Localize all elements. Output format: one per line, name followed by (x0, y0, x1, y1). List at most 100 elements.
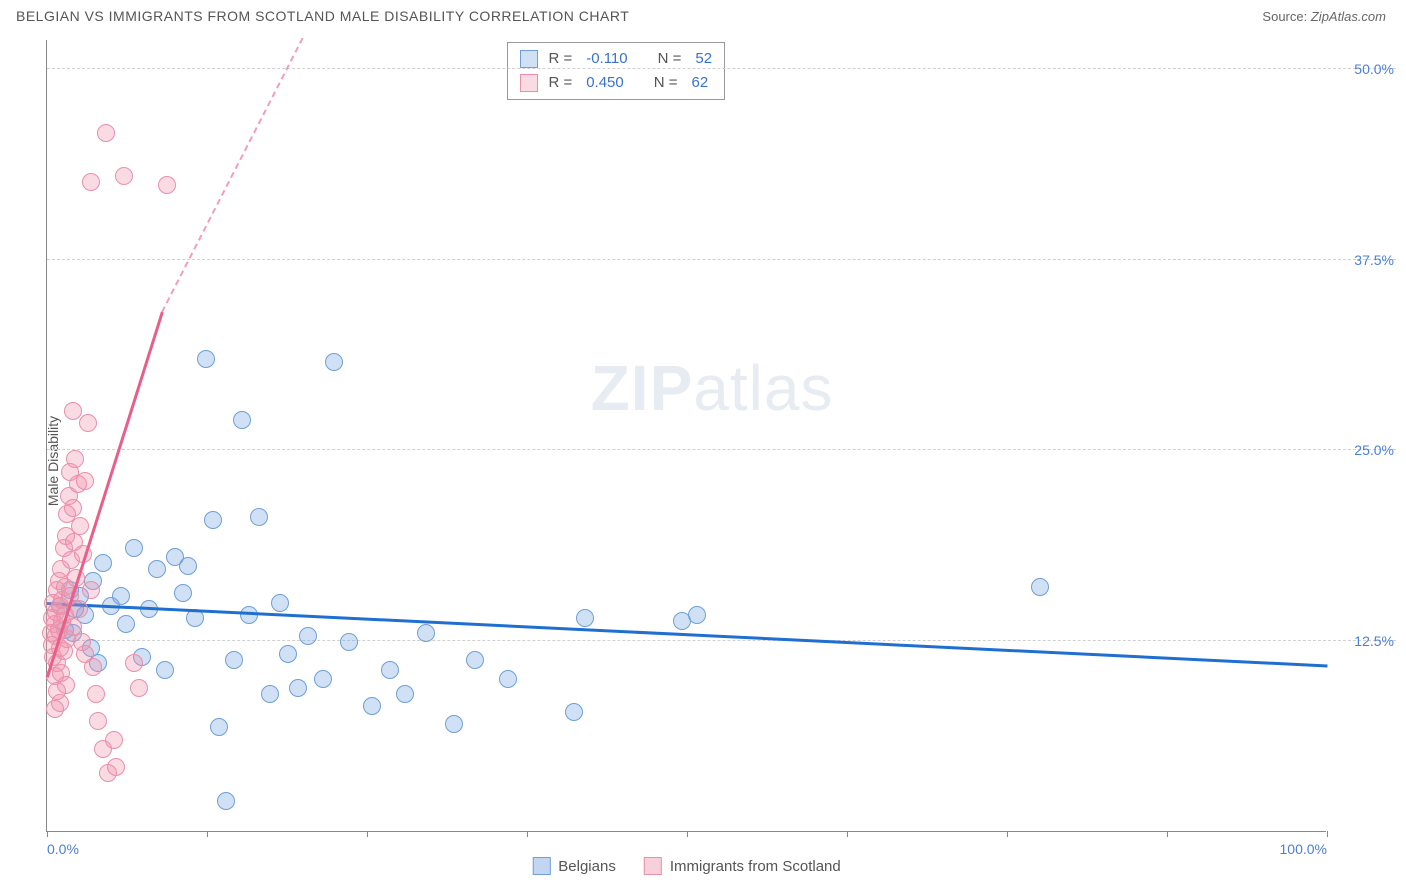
y-tick-label: 25.0% (1334, 442, 1394, 458)
legend-item: Belgians (532, 857, 616, 875)
data-point (87, 685, 105, 703)
data-point (197, 350, 215, 368)
r-label: R = (548, 71, 572, 95)
data-point (417, 624, 435, 642)
data-point (225, 651, 243, 669)
data-point (64, 402, 82, 420)
data-point (499, 670, 517, 688)
data-point (48, 682, 66, 700)
data-point (79, 414, 97, 432)
gridline (47, 68, 1396, 69)
data-point (112, 587, 130, 605)
data-point (73, 633, 91, 651)
legend-swatch (520, 50, 538, 68)
data-point (82, 173, 100, 191)
watermark-zip: ZIP (591, 352, 694, 424)
data-point (240, 606, 258, 624)
data-point (217, 792, 235, 810)
watermark-atlas: atlas (693, 352, 833, 424)
data-point (204, 511, 222, 529)
data-point (148, 560, 166, 578)
data-point (117, 615, 135, 633)
data-point (299, 627, 317, 645)
x-tick (1167, 831, 1168, 837)
n-value: 62 (692, 71, 709, 95)
watermark: ZIPatlas (591, 351, 834, 425)
y-tick-label: 37.5% (1334, 252, 1394, 268)
x-tick-label: 0.0% (47, 841, 79, 857)
x-tick (47, 831, 48, 837)
source-value: ZipAtlas.com (1311, 9, 1386, 24)
n-label: N = (654, 71, 678, 95)
data-point (158, 176, 176, 194)
gridline (47, 640, 1396, 641)
data-point (115, 167, 133, 185)
data-point (396, 685, 414, 703)
x-tick (687, 831, 688, 837)
x-tick (1007, 831, 1008, 837)
stats-row: R =-0.110N =52 (520, 47, 712, 71)
gridline (47, 259, 1396, 260)
data-point (97, 124, 115, 142)
data-point (289, 679, 307, 697)
n-label: N = (658, 47, 682, 71)
data-point (1031, 578, 1049, 596)
data-point (381, 661, 399, 679)
x-tick (367, 831, 368, 837)
legend-item: Immigrants from Scotland (644, 857, 841, 875)
source-label: Source: (1262, 9, 1307, 24)
r-label: R = (548, 47, 572, 71)
r-value: -0.110 (586, 47, 627, 71)
legend-label: Immigrants from Scotland (670, 858, 841, 875)
data-point (94, 554, 112, 572)
legend-swatch (532, 857, 550, 875)
gridline (47, 449, 1396, 450)
data-point (64, 499, 82, 517)
bottom-legend: Belgians Immigrants from Scotland (532, 857, 840, 875)
data-point (314, 670, 332, 688)
data-point (250, 508, 268, 526)
data-point (445, 715, 463, 733)
data-point (107, 758, 125, 776)
data-point (105, 731, 123, 749)
chart-title: BELGIAN VS IMMIGRANTS FROM SCOTLAND MALE… (16, 8, 629, 24)
data-point (271, 594, 289, 612)
trendline-extrapolated (161, 38, 304, 313)
data-point (576, 609, 594, 627)
data-point (279, 645, 297, 663)
data-point (363, 697, 381, 715)
stats-legend-box: R =-0.110N =52R =0.450N =62 (507, 42, 725, 100)
data-point (233, 411, 251, 429)
data-point (76, 472, 94, 490)
data-point (82, 581, 100, 599)
data-point (261, 685, 279, 703)
legend-swatch (644, 857, 662, 875)
x-tick (847, 831, 848, 837)
y-tick-label: 50.0% (1334, 61, 1394, 77)
source: Source: ZipAtlas.com (1262, 9, 1386, 24)
data-point (156, 661, 174, 679)
stats-row: R = 0.450 N = 62 (520, 71, 712, 95)
data-point (210, 718, 228, 736)
data-point (70, 600, 88, 618)
data-point (179, 557, 197, 575)
y-tick-label: 12.5% (1334, 633, 1394, 649)
data-point (89, 712, 107, 730)
data-point (46, 700, 64, 718)
data-point (66, 450, 84, 468)
legend-label: Belgians (558, 858, 616, 875)
data-point (325, 353, 343, 371)
data-point (71, 517, 89, 535)
chart-container: Male Disability ZIPatlas R =-0.110N =52R… (16, 40, 1396, 882)
x-tick (207, 831, 208, 837)
legend-swatch (520, 74, 538, 92)
r-value: 0.450 (586, 71, 624, 95)
data-point (340, 633, 358, 651)
x-tick (1327, 831, 1328, 837)
plot-area: ZIPatlas R =-0.110N =52R =0.450N =62 Bel… (46, 40, 1326, 832)
header: BELGIAN VS IMMIGRANTS FROM SCOTLAND MALE… (0, 0, 1406, 28)
x-tick (527, 831, 528, 837)
data-point (125, 539, 143, 557)
data-point (130, 679, 148, 697)
data-point (466, 651, 484, 669)
